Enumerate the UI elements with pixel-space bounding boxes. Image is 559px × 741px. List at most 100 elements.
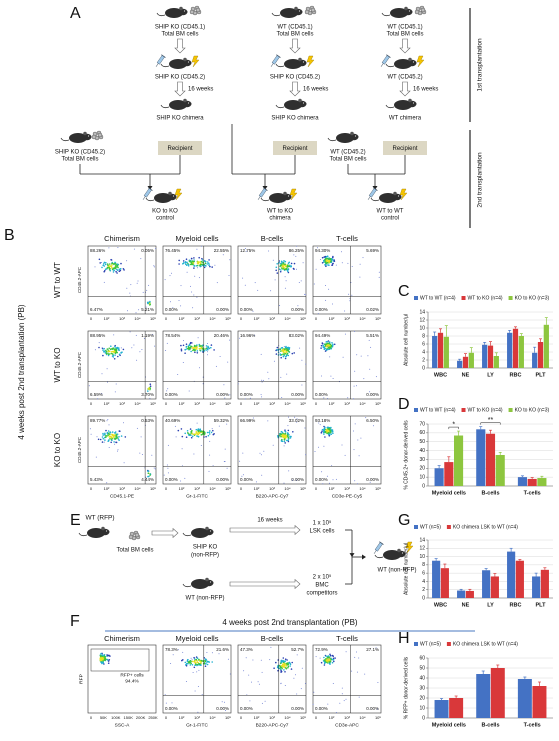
event-dot [244, 284, 246, 286]
event-dot [284, 658, 287, 660]
event-dot [169, 275, 171, 277]
event-dot [261, 474, 263, 476]
mouse-head [349, 133, 359, 141]
event-dot [201, 694, 203, 695]
event-dot [358, 657, 360, 659]
tick-label: 0 [315, 401, 318, 406]
event-dot [197, 430, 200, 432]
event-dot [109, 263, 111, 265]
event-dot [102, 434, 104, 436]
cell [420, 7, 426, 13]
event-dot [185, 258, 188, 261]
event-dot [167, 472, 169, 474]
event-dot [287, 425, 289, 427]
mouse-icon [385, 98, 417, 110]
error-bar [483, 342, 487, 345]
event-dot [264, 700, 266, 702]
tick-label: 10⁵ [300, 486, 306, 491]
tick-label: 10³ [344, 316, 350, 321]
event-dot [289, 435, 291, 438]
tick-label: 10³ [119, 316, 125, 321]
event-dot [186, 261, 188, 264]
event-dot [94, 349, 96, 351]
mouse-eye [209, 530, 212, 532]
mouse-body [383, 550, 401, 560]
event-dot [335, 712, 337, 713]
event-dot [111, 262, 114, 265]
event-dot [115, 441, 117, 444]
mouse-body [390, 8, 408, 18]
event-dot [293, 352, 296, 354]
event-dot [257, 289, 259, 291]
event-dot [115, 433, 117, 436]
mouse-head [403, 8, 413, 16]
event-dot [145, 306, 147, 308]
event-dot [98, 342, 100, 344]
cell [91, 134, 97, 140]
tick-label: 10⁵ [375, 715, 381, 720]
event-dot [204, 660, 207, 663]
event-dot [147, 470, 149, 473]
error-bar [498, 451, 502, 455]
event-dot [360, 437, 362, 439]
tick-label: 0 [165, 715, 168, 720]
event-dot [89, 428, 91, 430]
tick-label: 10⁵ [150, 401, 156, 406]
event-dot [196, 350, 199, 352]
cell [134, 532, 140, 538]
event-dot [370, 346, 372, 348]
event-dot [190, 662, 192, 665]
event-dot [97, 438, 100, 441]
error-bar [468, 588, 472, 591]
event-dot [281, 438, 283, 441]
quadrant-value: 6.59% [90, 392, 103, 397]
event-dot [328, 656, 330, 658]
mouse-icon [271, 6, 303, 18]
label: 16 weeks [413, 87, 438, 93]
event-dot [103, 441, 105, 443]
event-dot [277, 349, 279, 351]
tick-label: 10³ [269, 715, 275, 720]
mouse-eye [401, 552, 404, 554]
mouse-ear [298, 57, 302, 62]
event-dot [329, 663, 331, 665]
event-dot [269, 659, 271, 661]
error-bar [493, 573, 497, 577]
event-dot [359, 263, 361, 265]
event-dot [290, 262, 293, 265]
event-dot [104, 268, 107, 271]
event-dot [285, 355, 287, 358]
mouse-tail [370, 197, 380, 202]
event-dot [324, 660, 327, 662]
event-dot [326, 257, 329, 260]
event-dot [280, 430, 283, 433]
event-dot [326, 264, 328, 266]
row-label: WT to KO [53, 348, 62, 383]
event-dot [242, 277, 244, 279]
event-dot [108, 347, 110, 350]
event-dot [364, 673, 366, 675]
event-dot [123, 269, 125, 271]
tick-label: 10² [254, 401, 260, 406]
event-dot [280, 350, 282, 352]
event-dot [302, 262, 304, 264]
event-dot [329, 654, 332, 657]
error-bar [481, 670, 485, 674]
syringe-icon [142, 187, 153, 200]
event-dot [323, 445, 325, 447]
event-dot [279, 270, 282, 273]
label: 2 x 10⁵ [313, 574, 332, 581]
quadrant-value: 0.02% [366, 307, 379, 312]
cell [189, 9, 195, 15]
label: WT (non-RFP) [186, 596, 225, 602]
event-dot [111, 439, 113, 442]
event-dot [305, 363, 307, 365]
event-dot [206, 343, 208, 344]
quadrant-value: 0.00% [165, 477, 178, 482]
quadrant-value: 0.00% [165, 307, 178, 312]
cell [414, 9, 420, 15]
quadrant-value: 6.50% [366, 418, 379, 423]
event-dot [118, 347, 120, 349]
event-dot [208, 431, 210, 434]
legend-label: WT to KO (n=4) [468, 407, 503, 413]
